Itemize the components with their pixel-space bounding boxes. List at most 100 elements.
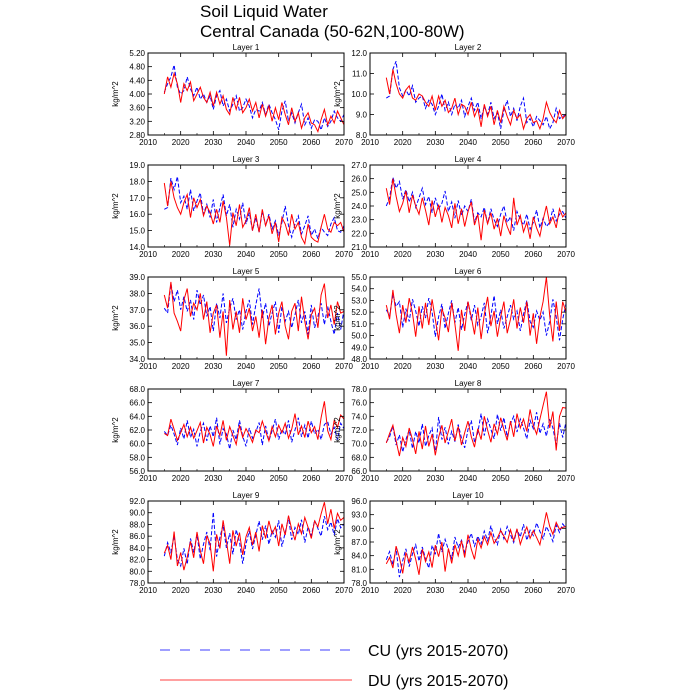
x-tick-label: 2050 — [492, 586, 510, 595]
y-tick-label: 18.0 — [129, 177, 145, 186]
y-tick-label: 84.0 — [351, 552, 367, 561]
x-tick-label: 2040 — [459, 138, 477, 147]
series-line-du — [385, 391, 567, 457]
x-tick-label: 2010 — [361, 250, 379, 259]
y-tick-label: 37.0 — [129, 306, 145, 315]
y-tick-label: 10.0 — [351, 90, 367, 99]
y-tick-label: 26.0 — [351, 175, 367, 184]
legend-label-cu: CU (yrs 2015-2070) — [368, 643, 509, 660]
y-tick-label: 74.0 — [351, 412, 367, 421]
y-tick-label: 87.0 — [351, 538, 367, 547]
y-axis-label: kg/m^2 — [333, 305, 342, 331]
y-tick-label: 54.0 — [351, 285, 367, 294]
y-tick-label: 58.0 — [129, 453, 145, 462]
panel-title: Layer 1 — [233, 43, 260, 52]
series-line-du — [385, 178, 567, 241]
y-tick-label: 3.60 — [129, 104, 145, 113]
x-tick-label: 2050 — [270, 138, 288, 147]
panel-title: Layer 6 — [455, 267, 482, 276]
y-tick-label: 68.0 — [351, 453, 367, 462]
panel-title: Layer 10 — [452, 491, 484, 500]
y-tick-label: 35.0 — [129, 339, 145, 348]
x-tick-label: 2030 — [426, 250, 444, 259]
y-tick-label: 62.0 — [129, 426, 145, 435]
panel-title: Layer 3 — [233, 155, 260, 164]
y-axis-label: kg/m^2 — [333, 193, 342, 219]
y-axis-label: kg/m^2 — [111, 417, 120, 443]
x-tick-label: 2070 — [335, 362, 353, 371]
y-tick-label: 19.0 — [129, 161, 145, 170]
x-tick-label: 2070 — [335, 138, 353, 147]
y-tick-label: 84.0 — [129, 544, 145, 553]
x-tick-label: 2030 — [204, 474, 222, 483]
panel-title: Layer 9 — [233, 491, 260, 500]
y-tick-label: 39.0 — [129, 273, 145, 282]
y-tick-label: 21.0 — [351, 243, 367, 252]
x-tick-label: 2070 — [557, 362, 575, 371]
x-tick-label: 2050 — [270, 474, 288, 483]
y-tick-label: 56.0 — [129, 467, 145, 476]
y-tick-label: 48.0 — [351, 355, 367, 364]
series-line-cu — [163, 283, 345, 335]
series-line-cu — [386, 61, 567, 131]
x-tick-label: 2060 — [524, 586, 542, 595]
y-tick-label: 38.0 — [129, 289, 145, 298]
x-tick-label: 2040 — [459, 586, 477, 595]
y-axis-label: kg/m^2 — [333, 81, 342, 107]
y-tick-label: 5.20 — [129, 49, 145, 58]
y-tick-label: 90.0 — [351, 524, 367, 533]
y-tick-label: 34.0 — [129, 355, 145, 364]
x-tick-label: 2060 — [302, 362, 320, 371]
x-tick-label: 2020 — [172, 250, 190, 259]
x-tick-label: 2040 — [459, 362, 477, 371]
panel-layer-5: 2010 2020 2030 2040 2050 2060 2070 34.0 35.0 36.0… — [111, 267, 353, 371]
y-tick-label: 70.0 — [351, 440, 367, 449]
y-tick-label: 25.0 — [351, 188, 367, 197]
x-tick-label: 2010 — [139, 138, 157, 147]
panel-title: Layer 2 — [455, 43, 482, 52]
x-tick-label: 2010 — [139, 474, 157, 483]
x-tick-label: 2030 — [426, 586, 444, 595]
x-tick-label: 2040 — [237, 586, 255, 595]
series-line-cu — [385, 294, 567, 341]
y-tick-label: 80.0 — [129, 567, 145, 576]
panel-layer-10: 2010 2020 2030 2040 2050 2060 207078.081.084.0… — [333, 491, 575, 595]
x-tick-label: 2020 — [394, 586, 412, 595]
y-axis-label: kg/m^2 — [111, 81, 120, 107]
series-line-cu — [385, 177, 567, 231]
x-tick-label: 2050 — [270, 250, 288, 259]
x-tick-label: 2060 — [524, 250, 542, 259]
panel-layer-8: 2010 2020 2030 2040 2050 2060 207066.068.070.0… — [333, 379, 575, 483]
x-tick-label: 2010 — [139, 362, 157, 371]
y-tick-label: 4.40 — [129, 76, 145, 85]
y-tick-label: 72.0 — [351, 426, 367, 435]
x-tick-label: 2050 — [492, 250, 510, 259]
y-tick-label: 49.0 — [351, 343, 367, 352]
x-tick-label: 2030 — [204, 586, 222, 595]
x-tick-label: 2070 — [335, 586, 353, 595]
series-line-cu — [385, 521, 567, 578]
panel-title: Layer 5 — [233, 267, 260, 276]
x-tick-label: 2020 — [394, 474, 412, 483]
y-tick-label: 8.0 — [356, 131, 368, 140]
x-tick-label: 2020 — [394, 362, 412, 371]
y-tick-label: 81.0 — [351, 565, 367, 574]
x-tick-label: 2050 — [492, 138, 510, 147]
x-tick-label: 2010 — [361, 474, 379, 483]
x-tick-label: 2060 — [302, 474, 320, 483]
x-tick-label: 2010 — [361, 138, 379, 147]
y-tick-label: 14.0 — [129, 243, 145, 252]
y-tick-label: 55.0 — [351, 273, 367, 282]
y-tick-label: 78.0 — [351, 579, 367, 588]
series-line-du — [385, 512, 567, 575]
x-tick-label: 2060 — [524, 138, 542, 147]
series-line-cu — [163, 64, 345, 132]
y-tick-label: 11.0 — [352, 70, 368, 79]
x-tick-label: 2010 — [139, 250, 157, 259]
y-tick-label: 78.0 — [351, 385, 367, 394]
x-tick-label: 2040 — [459, 250, 477, 259]
x-tick-label: 2030 — [426, 138, 444, 147]
y-tick-label: 90.0 — [129, 509, 145, 518]
chart-subtitle: Central Canada (50-62N,100-80W) — [200, 22, 465, 41]
y-tick-label: 92.0 — [129, 497, 145, 506]
